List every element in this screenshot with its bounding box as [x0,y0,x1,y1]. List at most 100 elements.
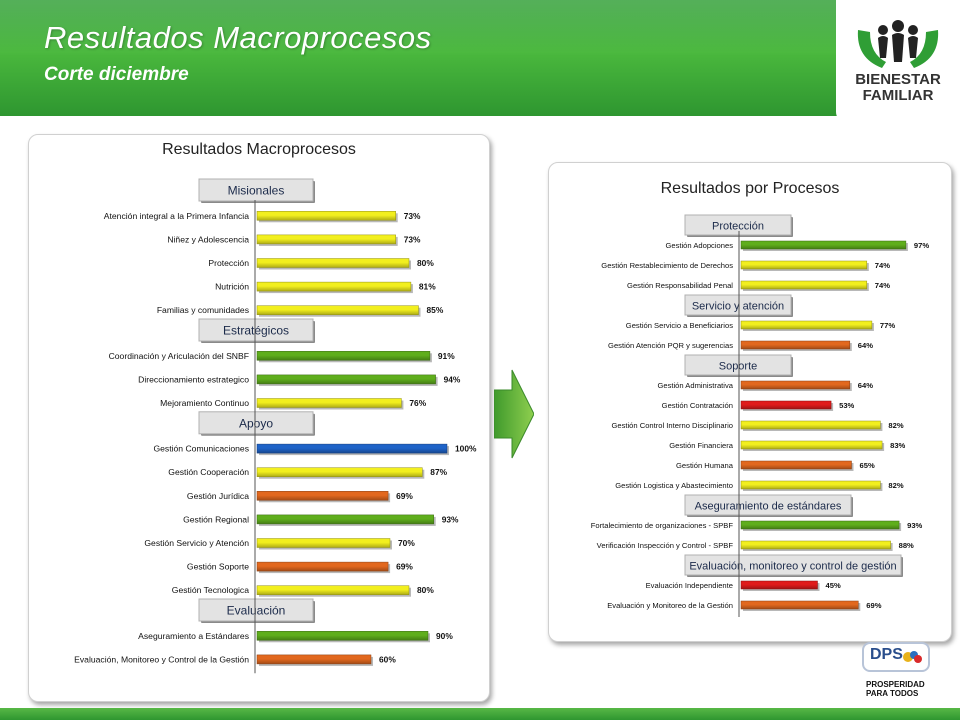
group-header-label: Evaluación, monitoreo y control de gesti… [689,561,896,573]
family-hands-icon [857,20,939,68]
category-label: Aseguramiento a Estándares [138,631,249,641]
category-label: Verificación Inspección y Control - SPBF [597,541,734,550]
bar-fortalecimiento-de-organizaciones-spbf [740,520,900,530]
bar-gestion-restablecimiento-de-derechos [740,260,868,270]
group-header-label: Aseguramiento de estándares [695,501,842,513]
bar-gestion-atencion-pqr-y-sugerencias [740,340,851,350]
value-label: 69% [396,562,413,572]
group-header-label: Evaluación [227,604,286,618]
procesos-chart: Protección Gestión Adopciones 97% Gestión R… [591,214,929,617]
bar-proteccion [256,258,410,268]
value-label: 69% [396,491,413,501]
category-label: Gestión Humana [676,461,734,470]
category-label: Gestión Contratación [662,401,733,410]
bar-gestion-regional [256,514,434,525]
bar-gestion-humana [740,460,852,470]
bienestar-familiar-logo: BIENESTAR FAMILIAR [836,0,960,122]
group-header-evaluacion: Evaluación [198,598,315,623]
bar-familias-y-comunidades [256,305,419,315]
group-header-soporte: Soporte [684,354,793,377]
dps-logo-text: DPS [870,646,903,663]
bar-evaluacion-monitoreo-y-control-de-la-gestion [256,654,372,665]
value-label: 93% [907,521,922,530]
bar-gestion-tecnologica [256,585,410,595]
group-header-misionales: Misionales [198,178,315,203]
group-header-label: Apoyo [239,416,273,430]
value-label: 76% [409,398,426,408]
footer-stripe [0,708,960,720]
group-header-label: Soporte [719,361,758,373]
category-label: Gestión Financiera [669,441,734,450]
value-label: 45% [826,581,841,590]
category-label: Nutrición [215,282,249,292]
category-label: Gestión Servicio a Beneficiarios [626,321,733,330]
value-label: 70% [398,538,415,548]
bar-gestion-logistica-y-abastecimiento [740,480,881,490]
category-label: Gestión Servicio y Atención [144,538,249,548]
bar-verificacion-inspeccion-y-control-spbf [740,540,891,550]
value-label: 60% [379,654,396,664]
category-label: Gestión Cooperación [168,467,249,477]
bar-gestion-servicio-a-beneficiarios [740,320,873,330]
bar-gestion-adopciones [740,240,907,250]
value-label: 53% [839,401,854,410]
bar-gestion-control-interno-disciplinario [740,420,881,430]
prosperidad-line1: PROSPERIDAD [866,680,925,689]
bar-gestion-juridica [256,491,389,501]
category-label: Direccionamiento estrategico [138,374,249,384]
value-label: 64% [858,381,873,390]
page-title: Resultados Macroprocesos [44,20,432,55]
value-label: 100% [455,444,477,454]
macroprocesos-panel: Resultados Macroprocesos Misionales Atenc… [28,134,490,702]
category-label: Gestión Jurídica [187,491,249,501]
category-label: Coordinación y Ariculación del SNBF [109,351,249,361]
bar-evaluacion-y-monitoreo-de-la-gestion [740,600,859,610]
category-label: Gestión Responsabilidad Penal [627,281,733,290]
prosperidad-logo: PROSPERIDAD PARA TODOS [866,680,925,698]
bar-gestion-servicio-y-atencion [256,538,391,548]
category-label: Mejoramiento Continuo [160,398,249,408]
dps-swirl-icon [903,651,922,663]
category-label: Gestión Atención PQR y sugerencias [608,341,733,350]
procesos-chart-title: Resultados por Procesos [660,180,840,197]
category-label: Gestión Logistica y Abastecimiento [615,481,733,490]
bar-gestion-comunicaciones [256,443,448,454]
value-label: 90% [436,631,453,641]
page-subtitle: Corte diciembre [44,64,189,85]
bar-evaluacion-independiente [740,580,818,590]
value-label: 81% [419,282,436,292]
macroprocesos-chart: Misionales Atención integral a la Primera… [74,178,477,674]
value-label: 77% [880,321,895,330]
value-label: 97% [914,241,929,250]
value-label: 87% [430,467,447,477]
category-label: Gestión Restablecimiento de Derechos [601,261,733,270]
value-label: 88% [899,541,914,550]
bar-aseguramiento-a-estandares [256,631,429,641]
category-label: Gestión Adopciones [665,241,733,250]
group-header-label: Protección [712,221,764,233]
group-header-servicio-y-atencion: Servicio y atención [684,294,793,317]
group-header-evaluacion-monitoreo-y-control-de-gestion: Evaluación, monitoreo y control de gesti… [684,554,903,577]
bar-gestion-cooperacion [256,467,423,477]
group-header-label: Estratégicos [223,324,289,338]
category-label: Gestión Soporte [187,562,249,572]
value-label: 85% [427,305,444,315]
logo-text-line2: FAMILIAR [862,87,934,104]
bar-gestion-soporte [256,561,389,572]
category-label: Gestión Control Interno Disciplinario [611,421,733,430]
value-label: 94% [444,374,461,384]
category-label: Niñez y Adolescencia [167,234,249,244]
group-header-proteccion: Protección [684,214,793,237]
bar-atencion-integral-a-la-primera-infancia [256,211,396,221]
category-label: Evaluación Independiente [646,581,733,590]
category-label: Fortalecimiento de organizaciones - SPBF [591,521,734,530]
value-label: 73% [404,211,421,221]
value-label: 65% [860,461,875,470]
bar-gestion-administrativa [740,380,851,390]
procesos-panel: Resultados por Procesos Protección Gestió… [548,162,952,642]
category-label: Protección [208,258,249,268]
value-label: 80% [417,258,434,268]
category-label: Atención integral a la Primera Infancia [104,211,249,221]
value-label: 74% [875,261,890,270]
group-header-estrategicos: Estratégicos [198,318,315,343]
